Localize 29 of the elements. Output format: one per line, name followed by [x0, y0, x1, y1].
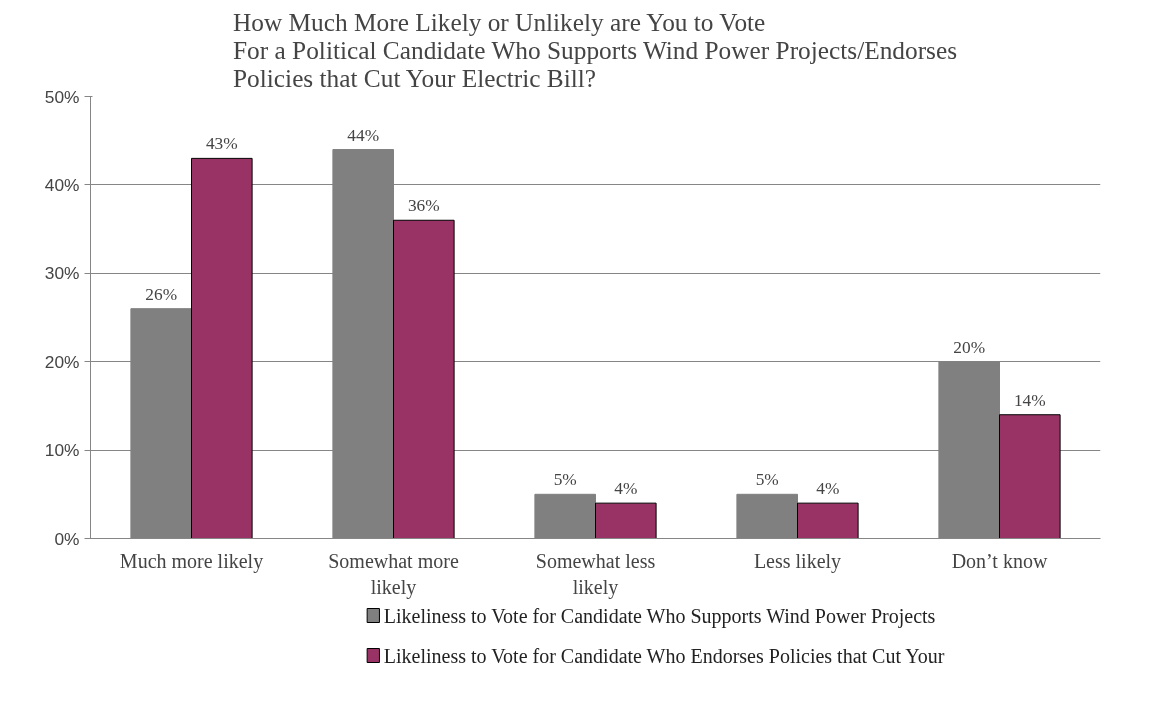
x-tick-label: Much more likely — [119, 549, 264, 573]
data-label: 5% — [553, 470, 577, 490]
y-tick-label: 30% — [44, 263, 80, 284]
x-tick-label: Don’t know — [951, 549, 1048, 572]
bar — [797, 502, 859, 539]
legend-label: Likeliness to Vote for Candidate Who Supports Wind Power Projects — [383, 604, 936, 628]
bar — [191, 157, 253, 539]
y-tick-label: 0% — [54, 528, 80, 549]
y-tick-label: 10% — [44, 440, 80, 461]
x-tick-label: Somewhat less likely — [535, 549, 656, 599]
x-tick-label: Somewhat more likely — [328, 549, 459, 599]
chart-title: How Much More Likely or Unlikely are You to Vote For a Political Candidate Who Supports Wind Power Projects/Endorses Policies that Cut Your Electric Bill? — [233, 7, 958, 92]
data-label: 14% — [1013, 390, 1046, 410]
data-label: 4% — [614, 479, 638, 499]
data-label: 26% — [145, 284, 178, 304]
y-tick-label: 50% — [44, 86, 80, 107]
data-label: 43% — [205, 134, 238, 154]
data-label: 5% — [755, 470, 779, 490]
bar — [393, 219, 455, 539]
data-label: 44% — [347, 125, 380, 145]
data-label: 20% — [953, 337, 986, 357]
bar — [595, 502, 657, 539]
bar — [999, 414, 1061, 539]
y-tick-label: 40% — [44, 174, 80, 195]
data-label: 4% — [816, 479, 840, 499]
x-tick-label: Less likely — [753, 549, 842, 573]
data-label: 36% — [407, 196, 440, 216]
y-tick-label: 20% — [44, 351, 80, 372]
legend-label: Likeliness to Vote for Candidate Who Endorses Policies that Cut Your — [383, 644, 945, 667]
